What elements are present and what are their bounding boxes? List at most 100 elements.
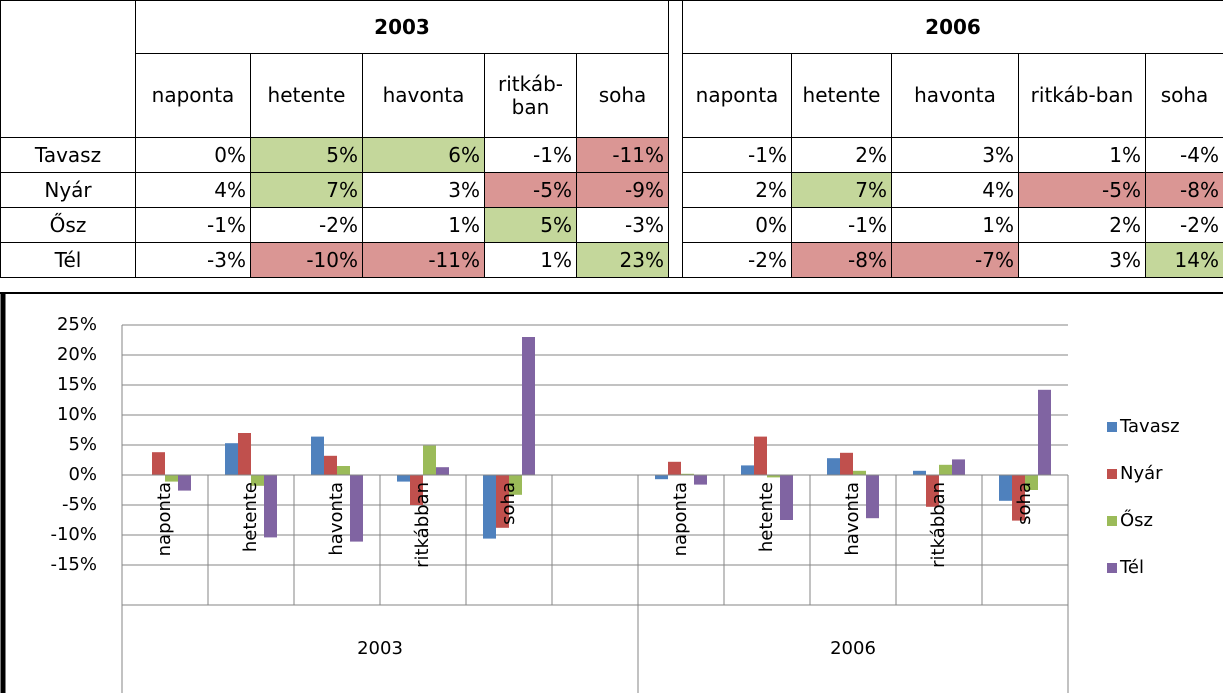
value-cell: -5% bbox=[1019, 173, 1146, 208]
value-cell: 3% bbox=[363, 173, 485, 208]
value-cell: -8% bbox=[1146, 173, 1223, 208]
bar bbox=[926, 475, 939, 507]
value-cell: 4% bbox=[892, 173, 1019, 208]
bar bbox=[741, 465, 754, 475]
bar bbox=[238, 433, 251, 475]
legend-swatch bbox=[1107, 563, 1117, 573]
value-cell: 1% bbox=[892, 208, 1019, 243]
value-cell: -9% bbox=[577, 173, 669, 208]
bar bbox=[999, 475, 1012, 501]
bar bbox=[913, 470, 926, 475]
x-tick-label: havonta bbox=[842, 482, 863, 556]
value-cell: 2% bbox=[792, 138, 892, 173]
value-cell: -11% bbox=[577, 138, 669, 173]
year-header: 2003 bbox=[136, 1, 669, 54]
value-cell: -1% bbox=[136, 208, 251, 243]
year-header: 2006 bbox=[683, 1, 1223, 54]
bar bbox=[152, 452, 165, 475]
value-cell: -8% bbox=[792, 243, 892, 278]
value-cell: -1% bbox=[683, 138, 792, 173]
value-cell: -1% bbox=[485, 138, 577, 173]
bar bbox=[1012, 475, 1025, 521]
corner-cell bbox=[1, 1, 136, 138]
value-cell: -7% bbox=[892, 243, 1019, 278]
legend-label: Nyár bbox=[1120, 463, 1163, 484]
bar bbox=[225, 443, 238, 475]
value-cell: -2% bbox=[1146, 208, 1223, 243]
legend-label: Tél bbox=[1119, 557, 1144, 578]
chart: -15% -10% -5% 0% 5% 10% 15% 20% 25% naponta hetent… bbox=[0, 292, 1223, 693]
bar bbox=[827, 458, 840, 475]
bar bbox=[952, 459, 965, 475]
bar bbox=[178, 475, 191, 491]
column-header: ritkáb-ban bbox=[1019, 54, 1146, 138]
y-tick-label: -5% bbox=[62, 494, 97, 515]
y-tick-label: 0% bbox=[68, 464, 97, 485]
column-header: soha bbox=[577, 54, 669, 138]
row-label: Tavasz bbox=[1, 138, 136, 173]
bar bbox=[311, 436, 324, 475]
bar bbox=[668, 461, 681, 475]
bar bbox=[337, 466, 350, 475]
column-header: havonta bbox=[892, 54, 1019, 138]
bar bbox=[694, 475, 707, 485]
x-tick-label: naponta bbox=[670, 482, 691, 556]
value-cell: 14% bbox=[1146, 243, 1223, 278]
bar bbox=[410, 475, 423, 505]
value-cell: 6% bbox=[363, 138, 485, 173]
value-cell: 1% bbox=[485, 243, 577, 278]
bar bbox=[522, 337, 535, 475]
legend-swatch bbox=[1107, 469, 1117, 479]
bar bbox=[324, 455, 337, 475]
value-cell: -5% bbox=[485, 173, 577, 208]
x-tick-label: hetente bbox=[240, 482, 261, 552]
x-tick-label: ritkábban bbox=[928, 482, 949, 568]
value-cell: 23% bbox=[577, 243, 669, 278]
column-header: hetente bbox=[792, 54, 892, 138]
bar bbox=[1025, 475, 1038, 490]
value-cell: 0% bbox=[683, 208, 792, 243]
y-tick-label: 5% bbox=[68, 434, 97, 455]
group-label: 2003 bbox=[357, 638, 403, 659]
bar bbox=[840, 452, 853, 475]
bar bbox=[655, 475, 668, 480]
y-tick-label: 20% bbox=[57, 344, 97, 365]
value-cell: -1% bbox=[792, 208, 892, 243]
row-label: Nyár bbox=[1, 173, 136, 208]
legend-label: Ősz bbox=[1120, 509, 1153, 531]
bar bbox=[436, 467, 449, 475]
column-header: havonta bbox=[363, 54, 485, 138]
y-tick-label: -15% bbox=[50, 554, 97, 575]
bar bbox=[251, 475, 264, 486]
bar bbox=[496, 475, 509, 528]
bar bbox=[483, 475, 496, 539]
row-label: Tél bbox=[1, 243, 136, 278]
bar bbox=[1038, 389, 1051, 475]
row-label: Ősz bbox=[1, 208, 136, 243]
bar bbox=[681, 473, 694, 475]
x-tick-label: soha bbox=[1014, 482, 1035, 525]
value-cell: 3% bbox=[892, 138, 1019, 173]
bar bbox=[939, 464, 952, 475]
bar bbox=[165, 475, 178, 482]
bar bbox=[350, 475, 363, 542]
value-cell: 3% bbox=[1019, 243, 1146, 278]
bar bbox=[509, 475, 522, 495]
bar bbox=[866, 475, 879, 519]
bar bbox=[754, 436, 767, 475]
value-cell: -4% bbox=[1146, 138, 1223, 173]
value-cell: 0% bbox=[136, 138, 251, 173]
value-cell: -11% bbox=[363, 243, 485, 278]
column-header: ritkáb-ban bbox=[485, 54, 577, 138]
x-tick-label: havonta bbox=[326, 482, 347, 556]
value-cell: 7% bbox=[792, 173, 892, 208]
y-tick-label: -10% bbox=[50, 524, 97, 545]
group-label: 2006 bbox=[830, 638, 876, 659]
column-header: soha bbox=[1146, 54, 1223, 138]
table: 2003 naponta hetente havonta ritkáb-ban soha 2… bbox=[0, 0, 1223, 278]
value-cell: 5% bbox=[251, 138, 363, 173]
gap-column bbox=[669, 1, 683, 278]
value-cell: -3% bbox=[577, 208, 669, 243]
bar bbox=[853, 470, 866, 475]
